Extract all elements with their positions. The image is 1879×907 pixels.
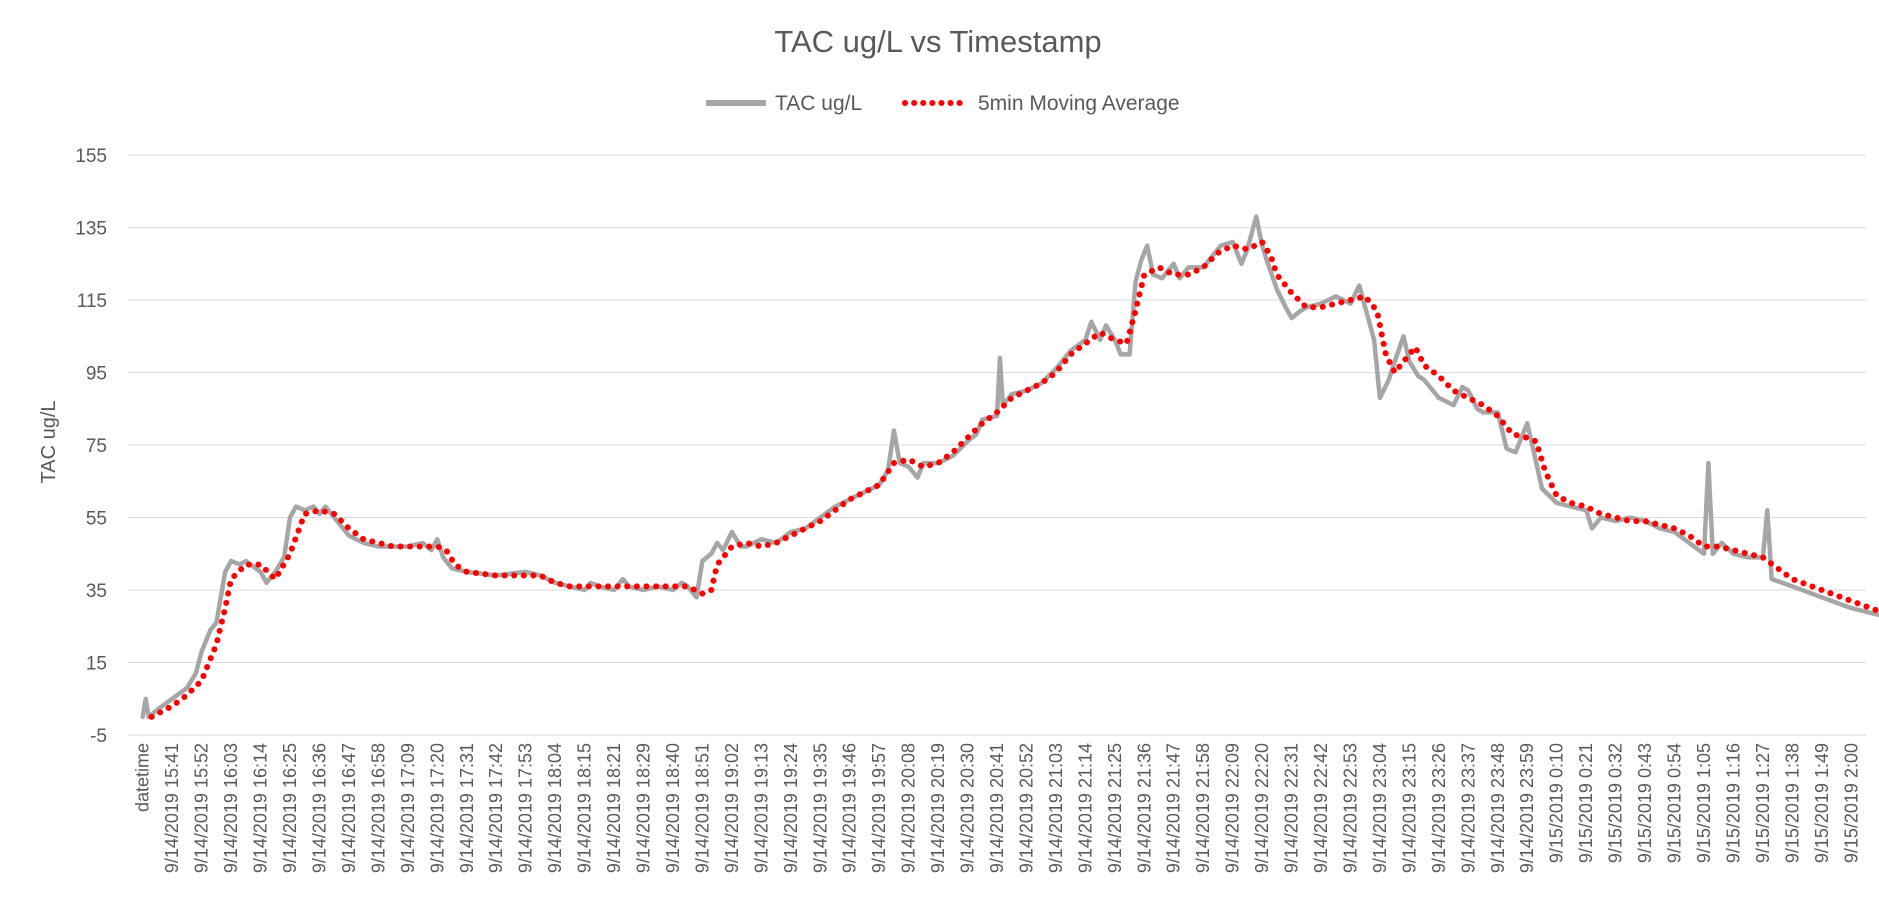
x-tick-label: 9/14/2019 22:09 [1223, 743, 1243, 873]
tac-series-line [140, 214, 1879, 720]
x-tick-label: 9/14/2019 19:13 [751, 743, 771, 873]
x-tick-label: 9/14/2019 18:04 [545, 743, 565, 873]
x-tick-label: 9/15/2019 0:21 [1576, 743, 1596, 863]
x-tick-label: 9/14/2019 16:58 [368, 743, 388, 873]
y-tick-label: 75 [86, 436, 107, 457]
x-tick-label: 9/14/2019 17:31 [457, 743, 477, 873]
y-tick-label: 35 [86, 581, 107, 602]
x-tick-label: 9/14/2019 18:40 [663, 743, 683, 873]
x-tick-label: 9/14/2019 20:19 [928, 743, 948, 873]
x-tick-label: 9/14/2019 18:15 [575, 743, 595, 873]
x-tick-label: 9/14/2019 16:25 [280, 743, 300, 873]
x-tick-label: 9/15/2019 1:27 [1753, 743, 1773, 863]
legend: TAC ug/L 5min Moving Average [706, 92, 1180, 115]
x-tick-label: 9/14/2019 18:21 [604, 743, 624, 873]
x-tick-label: 9/14/2019 16:03 [221, 743, 241, 873]
x-tick-label: 9/15/2019 0:10 [1547, 743, 1567, 863]
x-tick-label: 9/14/2019 18:51 [692, 743, 712, 873]
x-tick-label: 9/14/2019 23:26 [1429, 743, 1449, 873]
x-tick-label: 9/14/2019 15:52 [192, 743, 212, 873]
x-tick-label: 9/14/2019 16:14 [251, 743, 271, 873]
moving-average-series-line [148, 239, 1879, 720]
x-tick-label: 9/14/2019 23:15 [1399, 743, 1419, 873]
x-tick-label: 9/14/2019 23:59 [1517, 743, 1537, 873]
x-tick-label: 9/14/2019 20:08 [899, 743, 919, 873]
x-tick-label: 9/14/2019 19:24 [781, 743, 801, 873]
x-tick-label: 9/14/2019 21:47 [1164, 743, 1184, 873]
x-tick-label: 9/14/2019 21:36 [1134, 743, 1154, 873]
x-tick-label: 9/14/2019 16:47 [339, 743, 359, 873]
y-axis-ticks: -5 15 35 55 75 95 115 135 155 [75, 146, 107, 747]
x-tick-label: 9/14/2019 22:53 [1340, 743, 1360, 873]
y-axis-title: TAC ug/L [38, 401, 60, 484]
y-tick-label: 15 [86, 654, 107, 675]
x-tick-label: 9/14/2019 23:04 [1370, 743, 1390, 873]
x-tick-label: 9/14/2019 21:58 [1193, 743, 1213, 873]
x-tick-label: 9/14/2019 18:29 [634, 743, 654, 873]
x-tick-label: 9/14/2019 15:41 [162, 743, 182, 873]
x-tick-label: 9/14/2019 21:25 [1105, 743, 1125, 873]
x-tick-label: 9/15/2019 1:38 [1782, 743, 1802, 863]
x-tick-label: 9/14/2019 22:31 [1282, 743, 1302, 873]
x-tick-label: 9/14/2019 21:14 [1075, 743, 1095, 873]
x-tick-label: 9/14/2019 23:48 [1488, 743, 1508, 873]
x-tick-label: 9/14/2019 17:20 [427, 743, 447, 873]
x-tick-label: 9/14/2019 20:30 [958, 743, 978, 873]
x-tick-label: 9/14/2019 21:03 [1046, 743, 1066, 873]
y-tick-label: 55 [86, 509, 107, 530]
legend-label-tac: TAC ug/L [775, 92, 862, 115]
x-tick-label: 9/14/2019 16:36 [309, 743, 329, 873]
y-tick-label: 115 [77, 291, 107, 312]
x-tick-label: 9/14/2019 19:46 [840, 743, 860, 873]
x-tick-label: 9/15/2019 0:54 [1665, 743, 1685, 863]
x-tick-label: 9/15/2019 2:00 [1841, 743, 1861, 863]
x-tick-label: 9/15/2019 1:16 [1723, 743, 1743, 863]
chart-title: TAC ug/L vs Timestamp [774, 24, 1101, 59]
x-tick-label: 9/14/2019 20:41 [987, 743, 1007, 873]
x-tick-label: 9/14/2019 17:09 [398, 743, 418, 873]
x-tick-label: 9/14/2019 17:42 [486, 743, 506, 873]
x-tick-label: 9/14/2019 17:53 [516, 743, 536, 873]
y-tick-label: 95 [86, 364, 107, 385]
series [140, 214, 1879, 720]
x-tick-label: 9/15/2019 0:32 [1606, 743, 1626, 863]
y-tick-label: 155 [75, 146, 107, 167]
x-tick-label: 9/15/2019 1:05 [1694, 743, 1714, 863]
x-tick-label: 9/15/2019 1:49 [1812, 743, 1832, 863]
gridlines [128, 154, 1866, 736]
x-tick-label: 9/14/2019 20:52 [1016, 743, 1036, 873]
y-tick-label: 135 [75, 219, 107, 240]
x-tick-label: datetime [133, 743, 153, 812]
y-tick-label: -5 [90, 726, 107, 747]
x-tick-label: 9/14/2019 19:02 [722, 743, 742, 873]
x-tick-label: 9/14/2019 22:20 [1252, 743, 1272, 873]
x-tick-label: 9/14/2019 19:35 [810, 743, 830, 873]
x-tick-label: 9/14/2019 22:42 [1311, 743, 1331, 873]
x-tick-label: 9/15/2019 0:43 [1635, 743, 1655, 863]
x-tick-label: 9/14/2019 23:37 [1458, 743, 1478, 873]
legend-label-moving-average: 5min Moving Average [978, 92, 1180, 115]
x-tick-label: 9/14/2019 19:57 [869, 743, 889, 873]
x-axis-ticks: datetime 9/14/2019 15:41 9/14/2019 15:52 9/… [133, 743, 1862, 873]
